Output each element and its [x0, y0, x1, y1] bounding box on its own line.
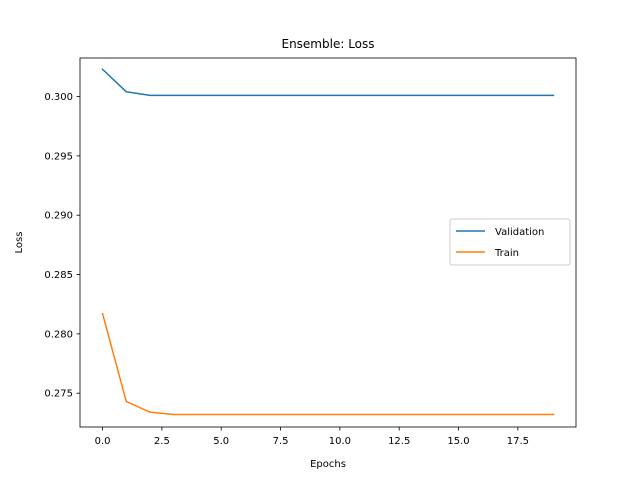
y-tick-label: 0.295	[44, 151, 73, 162]
series-line-train	[101, 312, 555, 416]
x-tick-label: 2.5	[154, 436, 170, 447]
x-tick-label: 5.0	[213, 436, 229, 447]
x-tick-label: 15.0	[447, 436, 469, 447]
x-tick-label: 10.0	[329, 436, 351, 447]
y-tick-label: 0.280	[44, 329, 73, 340]
series-line-validation	[101, 68, 555, 97]
legend-label-validation: Validation	[495, 227, 544, 238]
x-axis-label: Epochs	[310, 459, 346, 470]
axis-ticks: 0.0 2.5 5.0 7.5 10.0 12.5 15.0 17.5 0.275 0.280 0.…	[44, 92, 529, 447]
x-tick-label: 12.5	[388, 436, 410, 447]
x-tick-label: 7.5	[273, 436, 289, 447]
chart-title: Ensemble: Loss	[281, 37, 374, 51]
y-axis-label: Loss	[14, 232, 25, 254]
y-tick-label: 0.300	[44, 92, 73, 103]
y-tick-label: 0.275	[44, 389, 73, 400]
plot-frame	[79, 57, 577, 428]
plot-area	[101, 68, 555, 416]
legend-label-train: Train	[494, 248, 519, 259]
legend: Validation Train	[449, 218, 571, 266]
y-tick-label: 0.285	[44, 270, 73, 281]
y-tick-label: 0.290	[44, 211, 73, 222]
x-tick-label: 0.0	[95, 436, 111, 447]
x-tick-label: 17.5	[507, 436, 529, 447]
